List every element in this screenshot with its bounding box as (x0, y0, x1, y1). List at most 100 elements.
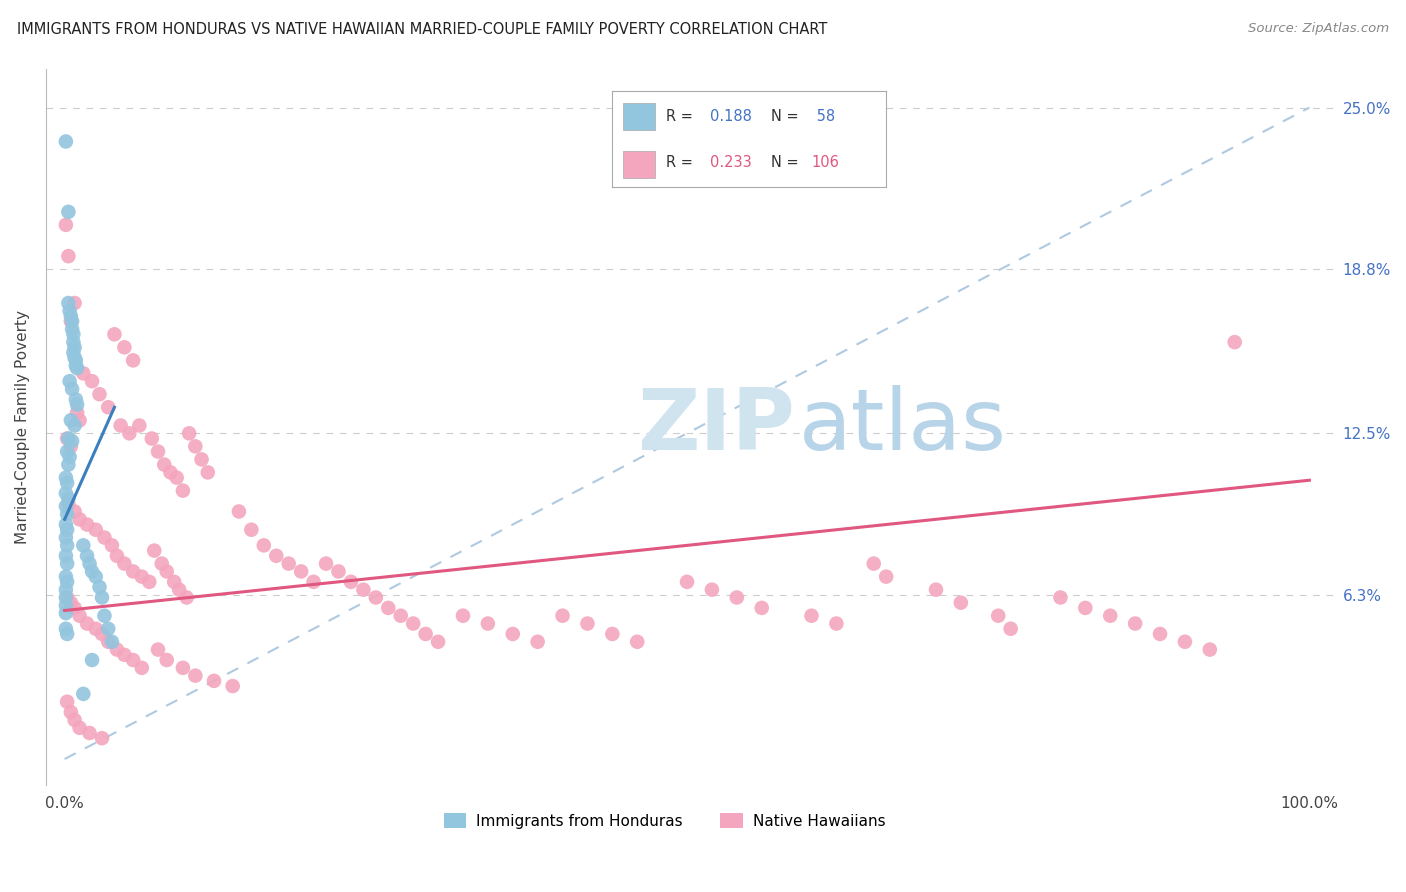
Point (89, 387, 111, 401)
Point (415, 627, 437, 641)
Point (59, 439, 82, 453)
Point (128, 418, 150, 433)
Text: N =: N = (770, 155, 803, 169)
Point (105, 642, 128, 657)
Point (58, 432, 80, 446)
Point (184, 439, 207, 453)
Point (1000, 622, 1022, 636)
Point (97, 622, 120, 636)
Point (163, 574, 186, 589)
Text: 106: 106 (811, 155, 839, 169)
Point (402, 616, 425, 631)
Point (315, 557, 337, 571)
Point (66, 361, 89, 376)
Point (576, 616, 599, 631)
Point (156, 653, 179, 667)
Text: R =: R = (666, 109, 697, 123)
Point (56, 432, 79, 446)
Point (63, 418, 86, 433)
Point (76, 517, 98, 532)
Point (949, 596, 972, 610)
Point (101, 538, 124, 552)
Point (228, 504, 250, 518)
Point (172, 483, 194, 498)
Point (66, 405, 89, 419)
Point (63, 340, 86, 354)
Point (122, 353, 145, 368)
Text: 0.233: 0.233 (710, 155, 752, 169)
Point (150, 557, 173, 571)
Point (179, 426, 201, 441)
Point (84, 523, 107, 537)
Point (93, 608, 115, 623)
Point (1223, 335, 1246, 350)
Point (91, 627, 114, 641)
Point (59, 314, 82, 328)
Point (56, 627, 79, 641)
Point (141, 432, 163, 446)
Point (58, 296, 80, 310)
Point (84, 622, 107, 636)
Y-axis label: Married-Couple Family Poverty: Married-Couple Family Poverty (15, 310, 30, 544)
Text: R =: R = (666, 155, 697, 169)
Point (290, 565, 312, 579)
Point (56, 523, 79, 537)
Point (55, 549, 77, 563)
Point (69, 608, 91, 623)
Point (122, 565, 145, 579)
Text: IMMIGRANTS FROM HONDURAS VS NATIVE HAWAIIAN MARRIED-COUPLE FAMILY POVERTY CORREL: IMMIGRANTS FROM HONDURAS VS NATIVE HAWAI… (17, 22, 827, 37)
Point (925, 582, 948, 597)
Point (80, 374, 103, 388)
Point (55, 591, 77, 605)
Point (112, 557, 135, 571)
Text: 0.188: 0.188 (710, 109, 752, 123)
Point (55, 599, 77, 613)
Point (156, 565, 179, 579)
Point (377, 601, 399, 615)
Point (62, 345, 84, 359)
Point (172, 661, 194, 675)
Point (131, 569, 153, 583)
Point (340, 574, 363, 589)
Point (55, 582, 77, 597)
Point (72, 538, 94, 552)
Point (875, 569, 897, 583)
Point (60, 382, 83, 396)
Point (56, 574, 79, 589)
Point (55, 517, 77, 532)
Point (1149, 627, 1171, 641)
Point (725, 591, 748, 605)
Point (65, 359, 87, 373)
Point (112, 648, 135, 662)
Point (91, 591, 114, 605)
Point (551, 608, 574, 623)
Point (112, 340, 135, 354)
Point (451, 608, 474, 623)
Point (1099, 608, 1122, 623)
Point (66, 398, 89, 412)
Point (72, 367, 94, 381)
Point (302, 574, 325, 589)
Point (89, 580, 111, 594)
Point (60, 314, 83, 328)
Point (63, 351, 86, 365)
Point (55, 606, 77, 620)
Text: atlas: atlas (799, 385, 1007, 468)
Point (63, 601, 86, 615)
Point (862, 557, 884, 571)
Point (143, 543, 166, 558)
Point (55, 486, 77, 500)
Point (56, 591, 79, 605)
Point (59, 413, 82, 427)
Point (69, 413, 91, 427)
Point (60, 322, 83, 336)
Point (79, 726, 101, 740)
Bar (623, 151, 655, 178)
Point (55, 622, 77, 636)
Point (264, 549, 287, 563)
Point (626, 634, 648, 648)
Point (80, 653, 103, 667)
Point (56, 507, 79, 521)
Point (58, 204, 80, 219)
Point (62, 327, 84, 342)
